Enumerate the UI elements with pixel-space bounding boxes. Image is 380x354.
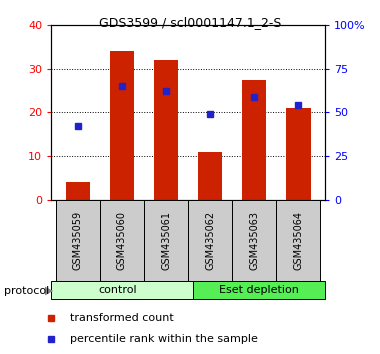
Polygon shape [45,286,53,296]
Bar [198,152,222,200]
Bar [56,200,100,281]
Bar [276,200,320,281]
Text: percentile rank within the sample: percentile rank within the sample [70,334,258,344]
Text: GSM435062: GSM435062 [205,211,215,270]
Text: GSM435060: GSM435060 [117,211,127,270]
Bar [154,60,178,200]
Bar [51,281,193,299]
Text: Eset depletion: Eset depletion [219,285,299,295]
Bar [144,200,188,281]
Text: protocol: protocol [4,286,49,296]
Bar [100,200,144,281]
Text: control: control [98,285,137,295]
Bar [188,200,232,281]
Text: GSM435059: GSM435059 [73,211,83,270]
Text: GSM435061: GSM435061 [161,211,171,270]
Bar [66,183,90,200]
Bar [286,108,310,200]
Text: GSM435063: GSM435063 [249,211,259,270]
Text: GSM435064: GSM435064 [293,211,303,270]
Bar [242,80,266,200]
Bar [193,281,325,299]
Bar [110,51,134,200]
Text: transformed count: transformed count [70,313,174,323]
Text: GDS3599 / scl0001147.1_2-S: GDS3599 / scl0001147.1_2-S [99,16,281,29]
Bar [232,200,276,281]
